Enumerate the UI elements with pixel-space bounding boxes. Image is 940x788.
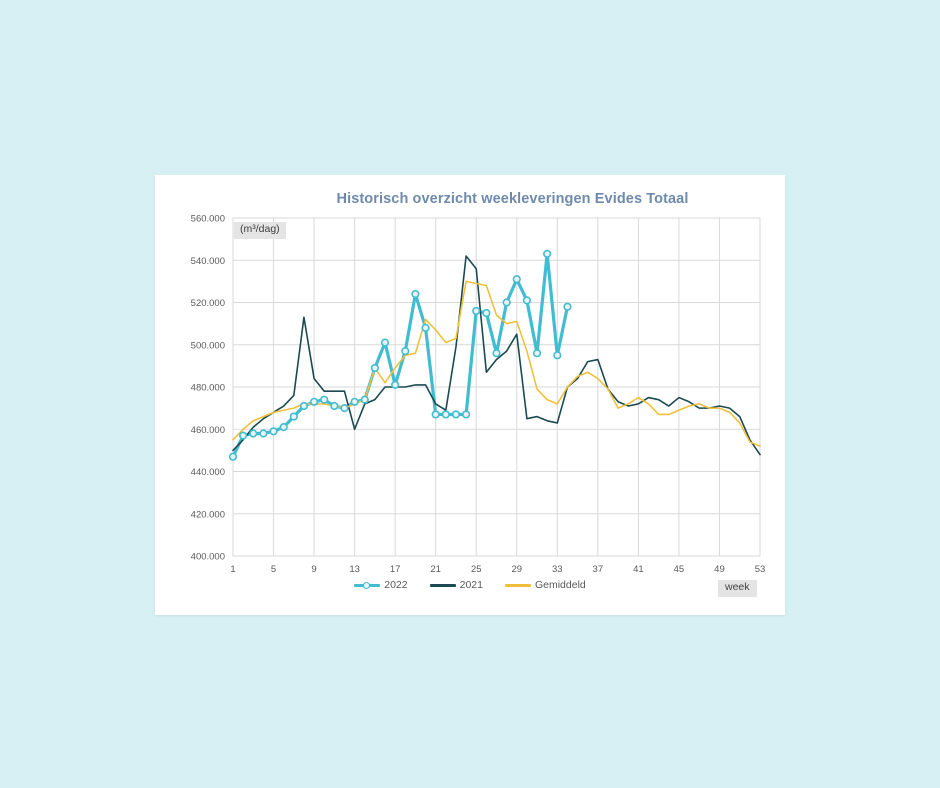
data-point-marker-2022 — [472, 306, 481, 316]
data-point-marker-2022 — [279, 423, 288, 432]
data-point-marker-2022 — [502, 298, 511, 307]
data-point-marker-2022 — [543, 249, 552, 259]
x-axis-tick-label: 21 — [430, 564, 441, 575]
data-point-marker-2022 — [431, 410, 440, 419]
x-axis-tick-label: 5 — [271, 564, 276, 575]
y-axis-tick-label: 500.000 — [191, 340, 225, 351]
x-axis-tick-label: 53 — [755, 564, 766, 575]
data-point-marker-2022 — [492, 349, 501, 358]
series-layer — [231, 252, 761, 459]
y-axis-tick-label: 460.000 — [191, 425, 225, 436]
y-axis-tick-label: 480.000 — [191, 383, 225, 394]
data-point-marker-2022 — [360, 395, 369, 404]
plot-border — [232, 217, 761, 557]
legend-item-2021[interactable]: 2021 — [429, 579, 483, 591]
data-point-marker-2022 — [239, 431, 248, 440]
x-axis-tick-label: 25 — [471, 564, 482, 575]
data-point-marker-2022 — [320, 395, 329, 404]
x-axis-tick-label: 9 — [311, 564, 316, 575]
legend-label-2022: 2022 — [384, 579, 408, 591]
data-point-marker-2022 — [370, 363, 379, 373]
data-point-marker-2022 — [249, 429, 258, 438]
gridlines — [232, 217, 761, 557]
x-axis-tick-label: 17 — [390, 564, 401, 575]
data-point-marker-2022 — [563, 302, 572, 311]
data-point-marker-2022 — [522, 296, 532, 305]
data-point-marker-2022 — [553, 351, 562, 360]
x-axis-tick-label: 37 — [593, 564, 604, 575]
legend-swatch-gemiddeld-icon — [504, 579, 531, 591]
y-axis-ticks: 400.000 420.000 440.000 460.000 480.000 500.0… — [191, 214, 225, 563]
data-point-marker-2022 — [411, 289, 420, 299]
x-axis-tick-label: 45 — [674, 564, 685, 575]
x-axis-tick-label: 41 — [633, 564, 644, 575]
data-point-marker-2022 — [309, 397, 319, 406]
y-axis-tick-label: 420.000 — [191, 509, 225, 520]
data-point-marker-2022 — [462, 410, 471, 419]
legend-item-gemiddeld[interactable]: Gemiddeld — [504, 579, 586, 591]
data-point-marker-2022 — [441, 410, 450, 419]
data-point-marker-2022 — [289, 412, 298, 421]
data-point-marker-2022 — [451, 410, 461, 419]
data-point-marker-2022 — [340, 404, 349, 413]
y-axis-tick-label: 540.000 — [191, 256, 225, 267]
chart-legend: 2022 2021 Gemiddeld — [155, 579, 785, 591]
data-point-marker-2022 — [512, 275, 521, 284]
legend-swatch-2021-icon — [429, 579, 456, 591]
series-line-2022 — [231, 252, 570, 459]
legend-label-gemiddeld: Gemiddeld — [534, 579, 586, 591]
x-axis-tick-label: 33 — [552, 564, 563, 575]
data-point-marker-2022 — [401, 346, 410, 356]
x-axis-ticks: 1 5 9 13 17 21 25 29 33 37 41 45 49 53 — [230, 564, 765, 575]
data-point-marker-2022 — [532, 349, 542, 358]
y-axis-tick-label: 520.000 — [191, 298, 225, 309]
legend-swatch-2022-icon — [354, 579, 381, 591]
data-point-marker-2022 — [421, 323, 430, 332]
data-point-marker-2022 — [330, 401, 339, 411]
y-axis-tick-label: 440.000 — [191, 467, 225, 478]
data-point-marker-2022 — [228, 452, 238, 461]
x-axis-tick-label: 29 — [511, 564, 522, 575]
data-point-marker-2022 — [380, 338, 390, 347]
legend-label-2021: 2021 — [459, 579, 483, 591]
x-axis-tick-label: 13 — [349, 564, 360, 575]
chart-card: Historisch overzicht weekleveringen Evid… — [155, 175, 785, 615]
data-point-marker-2022 — [391, 380, 400, 389]
marker-layer — [228, 249, 572, 461]
line-chart-plot: 400.000 420.000 440.000 460.000 480.000 500.0… — [191, 214, 766, 576]
y-axis-unit-badge: (m³/dag) — [234, 222, 286, 239]
data-point-marker-2022 — [259, 429, 268, 438]
page-title: Historisch overzicht weekleveringen Evid… — [336, 191, 689, 207]
legend-item-2022[interactable]: 2022 — [354, 579, 408, 591]
y-axis-tick-label: 400.000 — [191, 552, 225, 563]
x-axis-tick-label: 49 — [714, 564, 725, 575]
series-line-2021 — [232, 255, 761, 456]
data-point-marker-2022 — [482, 308, 491, 318]
data-point-marker-2022 — [269, 427, 278, 436]
x-axis-tick-label: 1 — [230, 564, 235, 575]
series-line-gemiddeld — [232, 280, 761, 447]
y-axis-tick-label: 560.000 — [191, 214, 225, 225]
x-axis-unit-badge: week — [718, 580, 757, 597]
data-point-marker-2022 — [350, 397, 359, 406]
data-point-marker-2022 — [299, 401, 309, 411]
